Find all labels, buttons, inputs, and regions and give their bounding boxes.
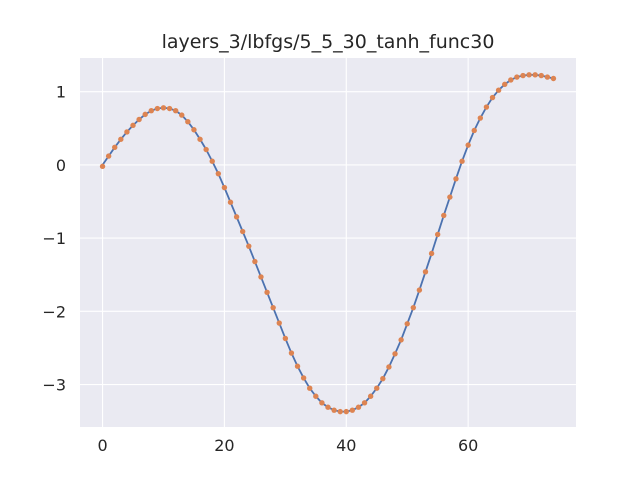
- data-point: [483, 104, 490, 110]
- y-tick-label: −2: [42, 302, 66, 321]
- data-point: [112, 144, 118, 151]
- data-point: [532, 72, 538, 78]
- data-point: [428, 250, 435, 257]
- data-point: [459, 158, 465, 164]
- data-point: [447, 194, 453, 200]
- data-point: [142, 111, 148, 118]
- data-point: [343, 408, 349, 415]
- data-point: [172, 108, 179, 114]
- data-point: [160, 105, 167, 111]
- data-point: [166, 105, 173, 112]
- data-point: [264, 289, 270, 295]
- data-point: [508, 77, 514, 83]
- data-point: [221, 184, 228, 191]
- data-point: [374, 385, 380, 391]
- data-point: [276, 320, 282, 326]
- data-point: [148, 108, 154, 114]
- data-point: [410, 304, 417, 311]
- data-point: [215, 170, 222, 177]
- data-point: [191, 127, 197, 133]
- data-point: [367, 393, 374, 399]
- y-tick-label: 0: [56, 156, 66, 175]
- data-point: [392, 351, 398, 357]
- series-points: [99, 72, 557, 415]
- x-tick-label: 40: [336, 436, 356, 455]
- data-point: [520, 72, 526, 79]
- data-point: [495, 87, 502, 93]
- grid: [80, 58, 576, 427]
- data-point: [465, 142, 471, 148]
- data-point: [288, 350, 295, 356]
- data-point: [227, 199, 234, 205]
- data-point: [239, 228, 246, 235]
- data-point: [130, 122, 136, 129]
- data-point: [118, 136, 124, 142]
- data-point: [477, 115, 484, 121]
- data-point: [441, 212, 447, 219]
- data-point: [416, 287, 423, 293]
- data-point: [105, 153, 112, 159]
- data-point: [300, 375, 307, 381]
- data-point: [185, 119, 191, 125]
- data-point: [209, 158, 215, 164]
- data-point: [203, 146, 209, 153]
- data-point: [331, 407, 337, 413]
- data-point: [386, 364, 392, 370]
- y-tick-label: 1: [56, 83, 66, 102]
- y-tick-label: −3: [42, 376, 66, 395]
- data-point: [99, 163, 106, 170]
- data-point: [550, 75, 557, 82]
- data-point: [514, 74, 520, 80]
- data-point: [398, 337, 404, 343]
- data-point: [337, 408, 343, 415]
- data-point: [471, 127, 477, 134]
- tick-labels: 0 20 40 60 1 0 −1 −2 −3: [42, 83, 478, 455]
- data-point: [380, 375, 386, 382]
- data-point: [270, 304, 276, 311]
- data-point: [294, 363, 301, 369]
- chart-title: layers_3/lbfgs/5_5_30_tanh_func30: [162, 31, 495, 53]
- data-point: [422, 269, 429, 275]
- x-tick-label: 60: [458, 436, 478, 455]
- data-point: [502, 81, 508, 88]
- data-point: [136, 116, 142, 123]
- data-point: [361, 400, 368, 406]
- data-point: [307, 385, 313, 391]
- data-point: [124, 129, 130, 135]
- data-point: [325, 404, 331, 410]
- data-point: [252, 258, 258, 265]
- data-point: [233, 214, 240, 220]
- y-tick-label: −1: [42, 229, 66, 248]
- data-point: [258, 274, 264, 280]
- data-point: [246, 243, 252, 249]
- data-point: [349, 407, 356, 413]
- plot-area: [80, 58, 576, 427]
- data-point: [544, 74, 551, 80]
- data-point: [282, 335, 289, 342]
- data-point: [197, 136, 203, 142]
- data-point: [179, 112, 185, 118]
- x-tick-label: 0: [97, 436, 107, 455]
- x-tick-label: 20: [214, 436, 234, 455]
- data-point: [313, 393, 319, 399]
- data-point: [154, 105, 161, 112]
- data-point: [489, 94, 496, 101]
- data-point: [404, 321, 410, 327]
- data-point: [434, 231, 441, 238]
- series-layer: [99, 72, 557, 415]
- data-point: [319, 400, 325, 406]
- data-point: [526, 72, 532, 78]
- data-point: [355, 404, 362, 410]
- data-point: [538, 72, 544, 79]
- data-point: [453, 176, 459, 182]
